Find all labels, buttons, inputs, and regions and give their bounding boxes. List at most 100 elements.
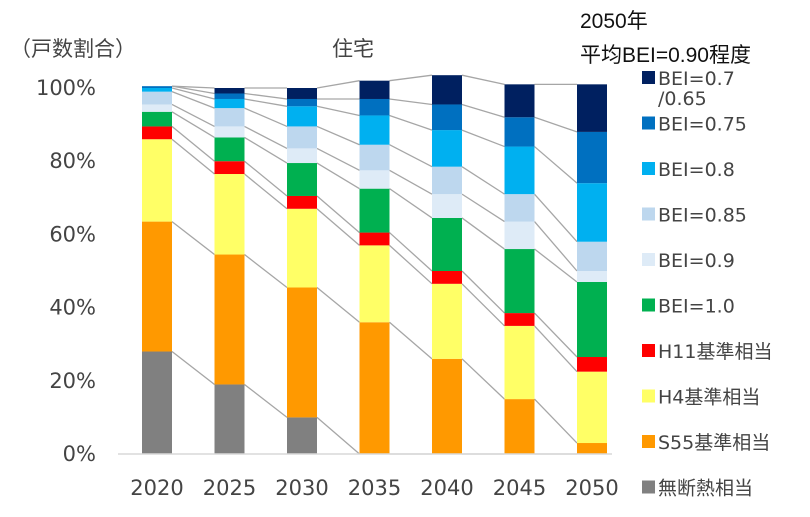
bar-segment-2035-7 — [359, 115, 390, 145]
connector-line — [389, 232, 433, 272]
connector-line — [316, 80, 360, 89]
connector-line — [461, 193, 505, 223]
legend-label: /0.65 — [658, 88, 707, 110]
bar-segment-2040-9 — [432, 75, 462, 105]
connector-line — [171, 125, 215, 162]
connector-line — [316, 147, 360, 171]
bar-segment-2025-9 — [214, 88, 245, 94]
bar-segment-2040-8 — [432, 104, 462, 131]
bar-segment-2045-4 — [504, 249, 535, 314]
x-tick-label: 2030 — [275, 476, 328, 500]
connector-line — [316, 162, 360, 190]
bar-segment-2020-1 — [142, 221, 172, 352]
bar-segment-2025-7 — [214, 98, 245, 109]
bar-segment-2045-1 — [504, 399, 535, 454]
bar-segment-2020-0 — [142, 351, 172, 454]
bar-segment-2050-6 — [577, 241, 607, 271]
connector-line — [316, 416, 360, 455]
legend-swatch — [642, 298, 655, 312]
connector-line — [244, 173, 288, 210]
x-tick-label: 2020 — [130, 476, 183, 500]
bar-segment-2045-6 — [504, 194, 535, 222]
bar-segment-2020-2 — [142, 139, 172, 222]
bar-segment-2025-3 — [214, 161, 245, 175]
bars-group — [142, 75, 607, 454]
connector-line — [171, 111, 215, 138]
bar-segment-2040-3 — [432, 271, 462, 284]
bar-segment-2030-0 — [287, 417, 317, 454]
annotation-line-1: 2050年 — [580, 10, 648, 33]
bar-segment-2025-6 — [214, 108, 245, 127]
bar-segment-2020-8 — [142, 86, 172, 88]
bar-segment-2030-1 — [287, 287, 317, 418]
connector-lines — [171, 74, 578, 455]
bar-segment-2045-7 — [504, 146, 535, 195]
connector-line — [389, 188, 433, 219]
bar-segment-2050-4 — [577, 281, 607, 358]
chart-title: 住宅 — [332, 37, 374, 61]
y-tick-label: 100% — [36, 76, 96, 100]
connector-line — [389, 169, 433, 195]
y-tick-label: 80% — [49, 149, 96, 173]
bar-segment-2035-4 — [359, 188, 390, 233]
bar-segment-2050-9 — [577, 84, 607, 132]
legend-swatch — [642, 480, 655, 494]
connector-line — [244, 383, 288, 418]
legend-label: BEI=0.85 — [658, 205, 747, 227]
legend-label: BEI=1.0 — [658, 296, 735, 318]
bar-segment-2030-7 — [287, 106, 317, 127]
connector-line — [534, 248, 578, 283]
bar-segment-2030-3 — [287, 195, 317, 209]
bar-segment-2025-1 — [214, 254, 245, 385]
bar-segment-2030-9 — [287, 88, 317, 99]
bar-segment-2040-2 — [432, 283, 462, 359]
bar-segment-2045-8 — [504, 117, 535, 147]
connector-line — [171, 221, 215, 256]
bar-segment-2035-6 — [359, 144, 390, 171]
bar-segment-2030-5 — [287, 148, 317, 164]
connector-line — [534, 193, 578, 243]
connector-line — [316, 208, 360, 246]
bar-segment-2045-9 — [504, 84, 535, 118]
connector-line — [534, 398, 578, 444]
legend-swatch — [642, 71, 655, 84]
legend-label: 無断熱相当 — [658, 478, 753, 500]
x-axis-ticks: 2020 2025 2030 2035 2040 2045 2050 — [130, 476, 618, 500]
bar-segment-2035-2 — [359, 245, 390, 323]
bar-segment-2025-4 — [214, 137, 245, 162]
bar-segment-2050-1 — [577, 443, 607, 454]
connector-line — [244, 107, 288, 128]
y-tick-label: 40% — [49, 296, 96, 320]
bar-segment-2030-8 — [287, 98, 317, 107]
connector-line — [316, 195, 360, 234]
bar-segment-2020-4 — [142, 111, 172, 127]
bar-segment-2040-7 — [432, 130, 462, 167]
bar-segment-2035-3 — [359, 232, 390, 246]
connector-line — [171, 87, 215, 100]
legend-swatch — [642, 435, 655, 448]
connector-line — [171, 91, 215, 109]
x-tick-label: 2045 — [493, 476, 546, 500]
bar-segment-2025-5 — [214, 126, 245, 138]
bar-segment-2050-5 — [577, 271, 607, 282]
bar-segment-2050-8 — [577, 131, 607, 184]
connector-line — [461, 270, 505, 314]
bar-segment-2035-9 — [359, 80, 390, 99]
connector-line — [461, 129, 505, 148]
connector-line — [534, 116, 578, 133]
connector-line — [244, 92, 288, 100]
bar-segment-2050-2 — [577, 371, 607, 444]
connector-line — [389, 74, 433, 82]
x-tick-label: 2050 — [565, 476, 618, 500]
connector-line — [316, 286, 360, 323]
legend-label: BEI=0.8 — [658, 159, 735, 181]
bar-segment-2040-6 — [432, 166, 462, 195]
connector-line — [389, 144, 433, 168]
bar-segment-2020-6 — [142, 91, 172, 105]
annotation-line-2: 平均BEI=0.90程度 — [580, 44, 751, 67]
legend-swatch — [642, 207, 655, 221]
bar-segment-2045-2 — [504, 325, 535, 400]
connector-line — [389, 321, 433, 360]
bar-segment-2035-1 — [359, 322, 390, 454]
connector-line — [244, 254, 288, 288]
